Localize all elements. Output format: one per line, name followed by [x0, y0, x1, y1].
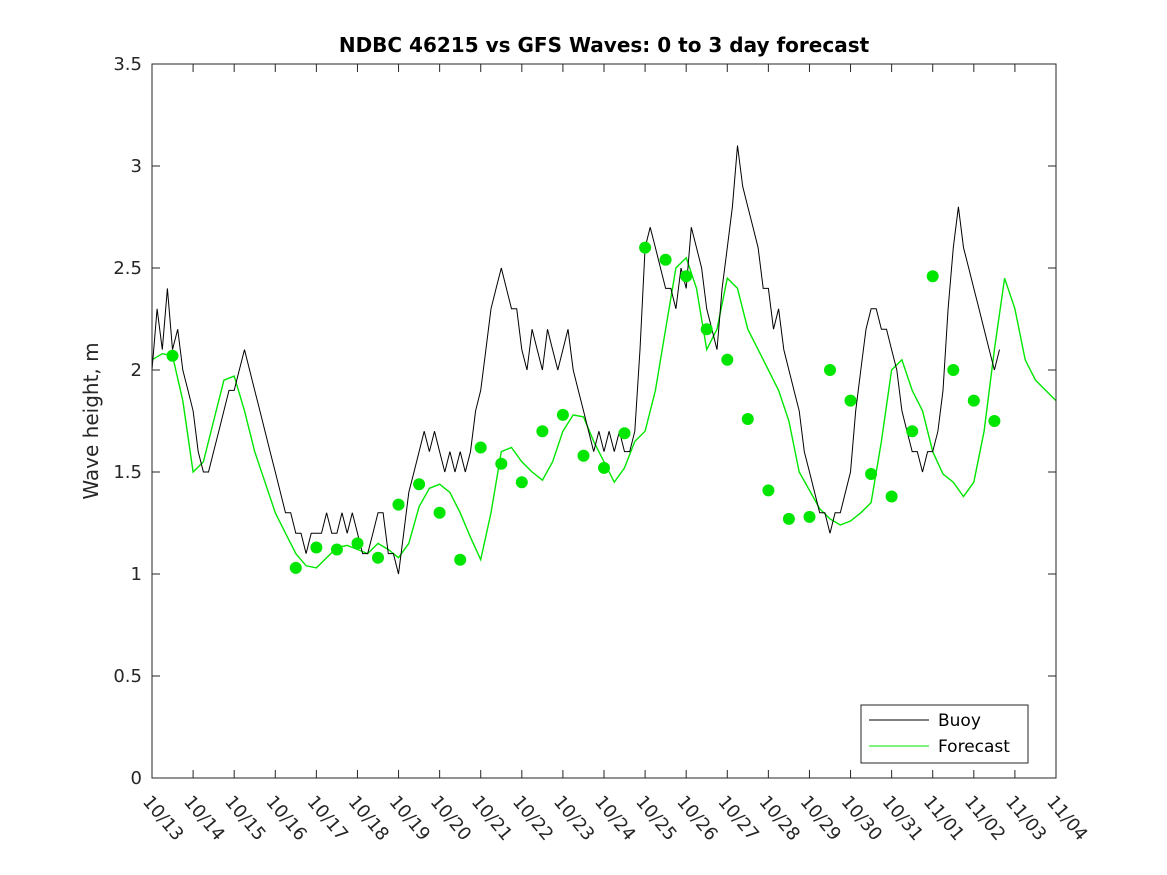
forecast-line	[151, 256, 1057, 569]
forecast-marker	[700, 323, 713, 336]
forecast-marker	[721, 353, 734, 366]
legend-box	[860, 704, 1029, 764]
forecast-marker	[474, 441, 487, 454]
chart-title: NDBC 46215 vs GFS Waves: 0 to 3 day fore…	[339, 33, 870, 57]
legend-label-forecast: Forecast	[938, 737, 1010, 757]
forecast-marker	[865, 468, 878, 480]
forecast-marker	[515, 476, 528, 489]
forecast-marker	[577, 449, 590, 462]
forecast-marker	[885, 490, 898, 503]
forecast-marker	[680, 270, 693, 283]
forecast-marker	[803, 510, 816, 523]
forecast-marker	[433, 506, 446, 519]
forecast-marker	[906, 425, 919, 438]
y-tick-label: 2	[131, 360, 142, 381]
forecast-marker	[639, 241, 652, 254]
forecast-marker	[392, 498, 405, 511]
forecast-marker	[762, 484, 775, 497]
y-tick-label: 1	[131, 564, 142, 585]
y-tick-label: 0	[131, 768, 142, 789]
y-tick-label: 3	[131, 156, 142, 177]
series-layer	[151, 145, 1057, 575]
forecast-marker	[289, 561, 302, 574]
forecast-marker	[926, 270, 939, 283]
legend: Buoy Forecast	[860, 704, 1029, 764]
forecast-marker	[310, 541, 323, 554]
buoy-line	[151, 145, 1000, 575]
forecast-marker	[598, 461, 610, 474]
plot-frame	[151, 63, 1057, 779]
marker-layer	[166, 241, 1001, 574]
forecast-marker	[330, 543, 343, 556]
plot-area	[152, 64, 1056, 778]
forecast-marker	[166, 349, 179, 362]
forecast-marker	[351, 537, 364, 550]
forecast-marker	[454, 553, 467, 566]
forecast-marker	[782, 512, 795, 525]
y-tick-label: 2.5	[113, 258, 142, 279]
forecast-marker	[372, 551, 384, 564]
forecast-marker	[824, 364, 836, 376]
y-tick-label: 0.5	[113, 666, 142, 687]
forecast-marker	[536, 425, 549, 438]
forecast-marker	[413, 478, 426, 491]
forecast-marker	[556, 408, 569, 421]
forecast-marker	[844, 394, 857, 407]
forecast-marker	[618, 427, 631, 440]
forecast-marker	[988, 415, 1001, 427]
forecast-marker	[659, 253, 672, 266]
y-tick-label: 3.5	[113, 54, 142, 75]
y-tick-label: 1.5	[113, 462, 142, 483]
forecast-marker	[495, 457, 508, 470]
forecast-marker	[967, 394, 980, 407]
y-axis-label: Wave height, m	[79, 342, 103, 499]
forecast-marker	[741, 413, 754, 425]
forecast-marker	[947, 364, 960, 376]
legend-label-buoy: Buoy	[938, 711, 981, 731]
